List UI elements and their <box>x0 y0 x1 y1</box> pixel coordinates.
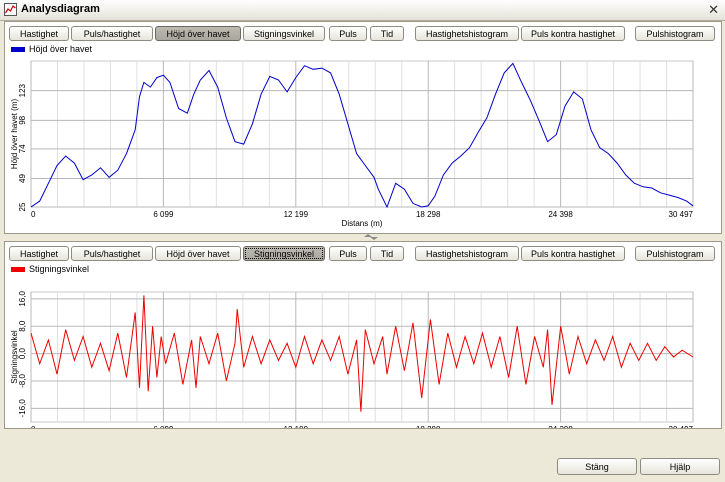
tab-puls[interactable]: Puls <box>329 26 367 41</box>
legend-swatch <box>11 47 25 52</box>
x-tick-label: 18 298 <box>416 210 441 219</box>
app-chart-icon <box>4 3 17 16</box>
x-tick-label: 18 298 <box>416 425 441 428</box>
window-title: Analysdiagram <box>21 3 100 15</box>
y-tick-label: -16,0 <box>18 399 27 418</box>
tab-stigningsvinkel[interactable]: Stigningsvinkel <box>243 26 325 41</box>
chart-tabs-top: Hastighet Puls/hastighet Höjd över havet… <box>5 22 721 44</box>
tab-hastighetshistogram[interactable]: Hastighetshistogram <box>415 246 519 261</box>
tab-pulshistogram[interactable]: Pulshistogram <box>635 246 715 261</box>
tab-puls[interactable]: Puls <box>329 246 367 261</box>
plot-area <box>30 291 694 423</box>
y-axis-title: Höjd över havet (m) <box>10 99 19 170</box>
legend-label: Stigningsvinkel <box>29 264 90 274</box>
gradient-panel: Hastighet Puls/hastighet Höjd över havet… <box>4 241 722 429</box>
y-tick-label: 123 <box>18 83 27 97</box>
close-button[interactable]: Stäng <box>557 458 637 475</box>
y-tick-label: 16,0 <box>18 291 27 307</box>
chart-tabs-bottom: Hastighet Puls/hastighet Höjd över havet… <box>5 242 721 264</box>
elevation-panel: Hastighet Puls/hastighet Höjd över havet… <box>4 21 722 234</box>
x-tick-label: 30 497 <box>669 425 694 428</box>
elevation-chart: 0 6 099 12 199 18 298 24 398 30 497 25 49 74 98 12… <box>10 60 694 228</box>
tab-hojd-over-havet[interactable]: Höjd över havet <box>155 246 241 261</box>
x-tick-label: 24 398 <box>548 425 573 428</box>
y-tick-label: 25 <box>18 202 27 211</box>
x-tick-label: 6 099 <box>153 425 174 428</box>
close-icon[interactable]: ✕ <box>708 2 719 17</box>
tab-puls-hastighet[interactable]: Puls/hastighet <box>71 246 153 261</box>
tab-tid[interactable]: Tid <box>370 26 404 41</box>
x-tick-label: 12 199 <box>284 425 309 428</box>
legend-label: Höjd över havet <box>29 44 93 54</box>
y-tick-label: 8,0 <box>18 320 27 332</box>
tab-hastighet[interactable]: Hastighet <box>9 26 69 41</box>
x-tick-label: 30 497 <box>669 210 694 219</box>
plot-area <box>30 60 694 208</box>
y-tick-label: 98 <box>18 115 27 124</box>
tab-hastighetshistogram[interactable]: Hastighetshistogram <box>415 26 519 41</box>
y-tick-label: 74 <box>18 144 27 153</box>
tab-tid[interactable]: Tid <box>370 246 404 261</box>
tab-puls-kontra-hastighet[interactable]: Puls kontra hastighet <box>521 26 625 41</box>
x-tick-label: 6 099 <box>153 210 174 219</box>
x-tick-label: 0 <box>31 210 36 219</box>
y-tick-label: 49 <box>18 174 27 183</box>
y-axis-title: Stigningsvinkel <box>10 330 19 384</box>
y-tick-label: -8,0 <box>18 374 27 388</box>
y-tick-label: 0,0 <box>18 347 27 359</box>
splitter-handle[interactable] <box>361 233 381 241</box>
gradient-chart: 0 6 099 12 199 18 298 24 398 30 497 -16,0 -8,0 0… <box>10 291 694 428</box>
tab-puls-kontra-hastighet[interactable]: Puls kontra hastighet <box>521 246 625 261</box>
x-axis-title: Distans (m) <box>342 219 383 228</box>
series-line <box>30 295 694 412</box>
tab-puls-hastighet[interactable]: Puls/hastighet <box>71 26 153 41</box>
title-bar: Analysdiagram ✕ <box>0 0 725 21</box>
tab-stigningsvinkel[interactable]: Stigningsvinkel <box>243 246 325 261</box>
x-tick-label: 12 199 <box>284 210 309 219</box>
tab-hastighet[interactable]: Hastighet <box>9 246 69 261</box>
tab-hojd-over-havet[interactable]: Höjd över havet <box>155 26 241 41</box>
x-tick-label: 24 398 <box>548 210 573 219</box>
x-tick-label: 0 <box>31 425 36 428</box>
help-button[interactable]: Hjälp <box>640 458 720 475</box>
legend-swatch <box>11 267 25 272</box>
tab-pulshistogram[interactable]: Pulshistogram <box>635 26 715 41</box>
series-line <box>30 62 694 209</box>
